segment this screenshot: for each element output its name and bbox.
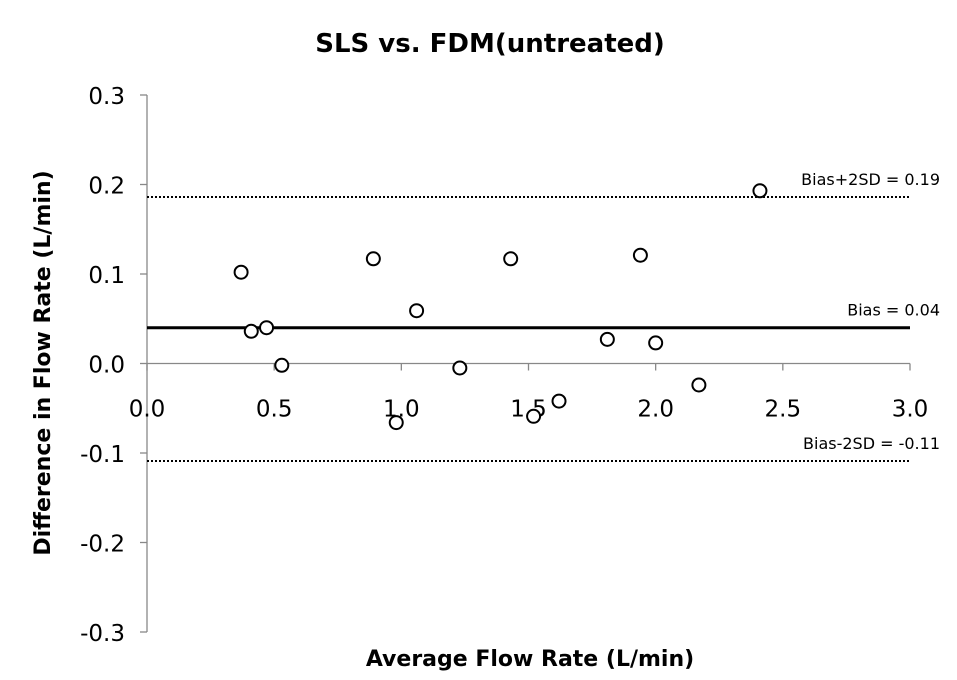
data-point: [243, 323, 259, 339]
x-tick-label: 2.0: [637, 397, 674, 423]
data-point: [388, 415, 404, 431]
chart-title: SLS vs. FDM(untreated): [315, 29, 665, 59]
x-tick-label: 0.5: [256, 397, 293, 423]
data-point: [233, 264, 249, 280]
data-point: [752, 183, 768, 199]
y-tick-label: 0.0: [88, 353, 125, 379]
data-point: [551, 393, 567, 409]
y-tick-label: 0.2: [88, 174, 125, 200]
y-tick-label: -0.1: [80, 442, 125, 468]
x-tick-label: 2.5: [765, 397, 802, 423]
y-tick-label: -0.2: [80, 532, 125, 558]
data-point: [632, 247, 648, 263]
x-axis-label: Average Flow Rate (L/min): [366, 647, 694, 672]
y-axis-label: Difference in Flow Rate (L/min): [31, 170, 56, 555]
data-point: [259, 320, 275, 336]
y-tick-label: 0.1: [88, 263, 125, 289]
x-tick-label: 0.0: [129, 397, 166, 423]
data-point: [599, 331, 615, 347]
y-tick-label: -0.3: [80, 621, 125, 647]
data-point: [691, 377, 707, 393]
data-point: [452, 360, 468, 376]
lower-limit-label: Bias-2SD = -0.11: [803, 434, 940, 453]
data-point: [526, 408, 542, 424]
bias-label: Bias = 0.04: [847, 301, 940, 320]
data-point: [648, 335, 664, 351]
data-point: [274, 357, 290, 373]
data-point: [365, 251, 381, 267]
data-point: [409, 303, 425, 319]
y-tick-label: 0.3: [88, 84, 125, 110]
upper-limit-label: Bias+2SD = 0.19: [801, 170, 940, 189]
x-tick-label: 3.0: [892, 397, 929, 423]
data-point: [503, 251, 519, 267]
